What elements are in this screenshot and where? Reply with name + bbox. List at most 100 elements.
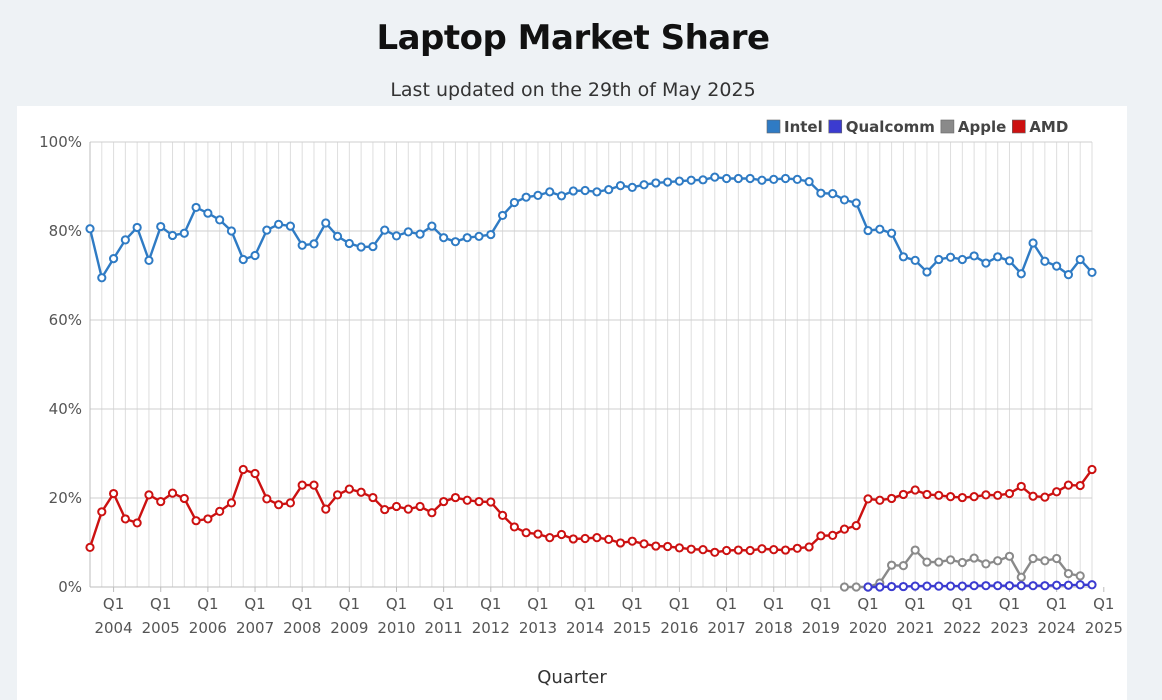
intel-data-point	[144, 255, 154, 265]
intel-data-point	[427, 221, 437, 231]
intel-data-point	[545, 187, 555, 197]
x-tick-quarter-label: Q1	[1046, 595, 1067, 613]
intel-data-point	[497, 210, 508, 221]
amd-data-point	[733, 545, 743, 555]
intel-data-point	[156, 221, 166, 232]
qualcomm-data-point	[934, 581, 944, 591]
amd-data-point	[922, 489, 932, 500]
y-tick-label: 100%	[39, 133, 82, 151]
intel-data-point	[179, 228, 189, 238]
amd-data-point	[191, 516, 201, 526]
amd-data-point	[686, 544, 696, 554]
amd-data-point	[769, 545, 779, 555]
amd-data-point	[745, 545, 755, 556]
apple-data-point	[839, 582, 850, 592]
intel-data-point	[439, 233, 449, 243]
intel-data-point	[226, 226, 237, 236]
x-tick-year-label: 2009	[330, 619, 368, 637]
amd-data-point	[698, 545, 708, 555]
amd-data-point	[816, 531, 826, 541]
amd-data-point	[993, 490, 1003, 500]
apple-data-point	[934, 557, 944, 567]
intel-data-point	[957, 254, 967, 265]
intel-data-point	[1004, 256, 1015, 266]
x-axis-title: Quarter	[537, 667, 607, 688]
x-tick-year-label: 2020	[849, 619, 887, 637]
apple-data-point	[1052, 553, 1062, 564]
amd-data-point	[674, 543, 685, 553]
y-tick-label: 40%	[49, 400, 82, 418]
x-tick-quarter-label: Q1	[574, 595, 595, 613]
intel-data-point	[403, 227, 413, 237]
intel-data-point	[851, 198, 861, 208]
intel-data-point	[1016, 269, 1026, 279]
intel-data-point	[462, 233, 472, 243]
apple-data-point	[1075, 571, 1085, 581]
amd-data-point	[580, 533, 590, 544]
amd-data-point	[380, 504, 390, 515]
apple-data-point	[981, 559, 991, 569]
amd-data-point	[97, 507, 107, 517]
amd-data-point	[368, 492, 378, 503]
grid-lines	[89, 141, 1093, 588]
x-tick-quarter-label: Q1	[386, 595, 407, 613]
x-tick-quarter-label: Q1	[810, 595, 831, 613]
intel-data-point	[97, 273, 107, 283]
apple-data-point	[969, 553, 979, 563]
amd-data-point	[663, 541, 673, 552]
legend-label-amd: AMD	[1029, 118, 1068, 136]
intel-data-point	[698, 175, 708, 185]
amd-data-point	[981, 490, 991, 500]
amd-data-point	[297, 480, 307, 490]
amd-data-point	[497, 510, 508, 520]
intel-data-point	[391, 231, 402, 241]
intel-data-point	[1028, 238, 1038, 248]
amd-data-point	[792, 543, 802, 553]
intel-data-point	[108, 253, 119, 264]
intel-data-point	[592, 187, 602, 197]
legend-label-qualcomm: Qualcomm	[846, 118, 935, 136]
apple-data-point	[1004, 551, 1015, 561]
apple-data-point	[1016, 572, 1026, 582]
qualcomm-data-point	[993, 581, 1003, 591]
apple-data-point	[922, 557, 932, 567]
intel-data-point	[769, 174, 779, 184]
x-tick-year-label: 2015	[613, 619, 651, 637]
intel-data-point	[1087, 267, 1097, 277]
amd-data-point	[1063, 480, 1074, 490]
x-tick-year-label: 2018	[755, 619, 793, 637]
intel-data-point	[380, 225, 390, 235]
intel-data-point	[934, 254, 944, 265]
amd-data-point	[780, 545, 791, 555]
amd-data-point	[85, 542, 95, 552]
intel-data-point	[686, 175, 696, 185]
page-subtitle: Last updated on the 29th of May 2025	[390, 79, 756, 101]
x-tick-quarter-label: Q1	[480, 595, 501, 613]
intel-data-point	[757, 175, 767, 185]
intel-data-point	[663, 177, 673, 187]
amd-data-point	[462, 495, 472, 505]
amd-data-point	[887, 493, 897, 504]
amd-data-point	[1016, 481, 1026, 492]
intel-data-point	[344, 238, 354, 249]
x-tick-year-label: 2011	[425, 619, 463, 637]
amd-data-point	[1040, 492, 1050, 502]
amd-data-point	[427, 508, 437, 518]
amd-data-point	[167, 488, 178, 498]
intel-data-point	[887, 228, 897, 238]
amd-data-point	[486, 497, 496, 507]
amd-data-point	[356, 487, 366, 497]
intel-data-point	[274, 219, 284, 229]
qualcomm-data-point	[1075, 580, 1085, 590]
qualcomm-data-point	[863, 582, 873, 592]
intel-data-point	[945, 252, 956, 262]
intel-data-point	[191, 202, 201, 213]
amd-data-point	[1028, 491, 1038, 501]
intel-data-point	[969, 251, 979, 261]
x-tick-quarter-label: Q1	[1093, 595, 1114, 613]
amd-data-point	[509, 522, 519, 532]
amd-data-point	[391, 501, 402, 512]
x-tick-quarter-label: Q1	[622, 595, 643, 613]
axes: 0% 20% 40% 60% 80% 100% Q1 2004 Q1 2005 Q1 2006 Q1 20…	[39, 133, 1123, 637]
qualcomm-data-point	[1028, 581, 1038, 591]
